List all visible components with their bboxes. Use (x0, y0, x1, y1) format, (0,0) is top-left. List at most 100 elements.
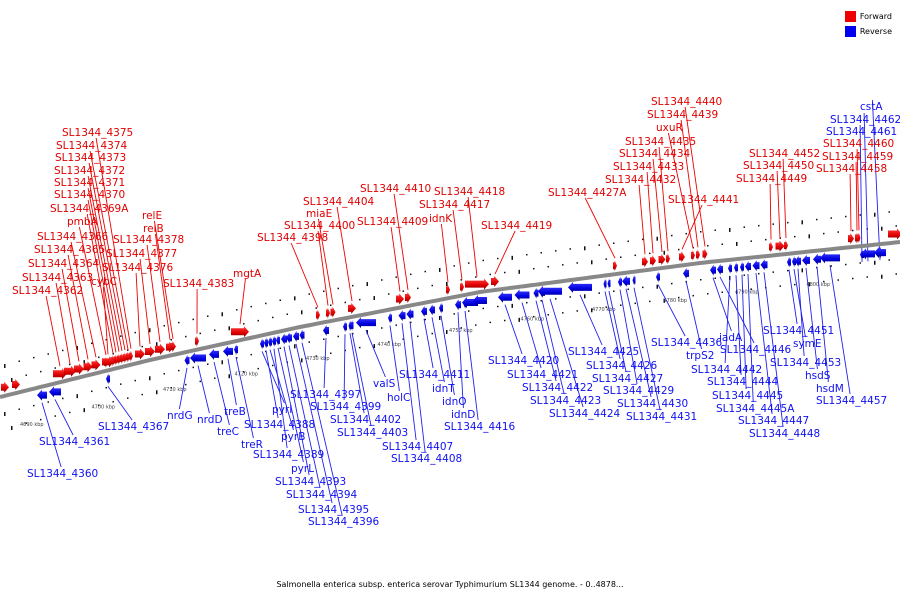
reverse-gene-label[interactable]: pyrB (281, 431, 305, 443)
forward-gene-label[interactable]: SL1344_4370 (54, 189, 125, 201)
forward-gene[interactable] (775, 240, 785, 252)
forward-gene[interactable] (658, 254, 666, 266)
reverse-gene-label[interactable]: SL1344_4423 (530, 395, 601, 407)
reverse-gene[interactable] (234, 344, 238, 356)
forward-gene[interactable] (613, 260, 617, 272)
reverse-gene[interactable] (343, 321, 347, 333)
reverse-gene[interactable] (406, 308, 414, 320)
forward-gene-label[interactable]: SL1344_4458 (816, 163, 887, 175)
reverse-gene[interactable] (323, 324, 329, 336)
forward-gene[interactable] (784, 239, 788, 251)
reverse-gene-label[interactable]: SL1344_4388 (244, 419, 315, 431)
forward-gene[interactable] (855, 232, 859, 244)
reverse-gene[interactable] (429, 304, 435, 316)
forward-gene-label[interactable]: SL1344_4364 (28, 258, 100, 270)
reverse-gene[interactable] (568, 281, 592, 293)
forward-gene[interactable] (460, 281, 464, 293)
reverse-gene[interactable] (861, 248, 875, 260)
forward-gene[interactable] (857, 232, 861, 244)
reverse-gene-label[interactable]: idnD (451, 409, 475, 421)
reverse-gene-label[interactable]: SL1344_4430 (617, 398, 688, 410)
reverse-gene[interactable] (106, 373, 110, 385)
reverse-gene-label[interactable]: SL1344_4399 (310, 401, 381, 413)
reverse-gene[interactable] (190, 352, 206, 364)
forward-gene[interactable] (316, 309, 320, 321)
forward-gene[interactable] (129, 350, 133, 362)
reverse-gene[interactable] (281, 333, 287, 345)
reverse-gene[interactable] (802, 254, 810, 266)
reverse-gene[interactable] (740, 261, 744, 273)
reverse-gene-label[interactable]: SL1344_4394 (286, 489, 358, 501)
reverse-gene[interactable] (760, 259, 768, 271)
reverse-gene[interactable] (734, 262, 738, 274)
forward-gene-label[interactable]: SL1344_4409 (357, 216, 428, 228)
reverse-gene-label[interactable]: SL1344_4444 (707, 376, 779, 388)
forward-gene-label[interactable]: SL1344_4404 (303, 196, 375, 208)
forward-gene[interactable] (195, 335, 199, 347)
forward-gene-label[interactable]: relB (143, 223, 164, 235)
forward-gene[interactable] (123, 352, 127, 364)
reverse-gene-label[interactable]: symE (793, 338, 822, 350)
reverse-gene-label[interactable]: cstA (860, 101, 883, 113)
forward-gene-label[interactable]: SL1344_4432 (605, 174, 676, 186)
forward-gene-label[interactable]: SL1344_4449 (736, 173, 807, 185)
forward-gene-label[interactable]: SL1344_4378 (113, 234, 184, 246)
reverse-gene-label[interactable]: SL1344_4427 (592, 373, 663, 385)
reverse-gene-label[interactable]: idnT (432, 383, 455, 395)
forward-gene-label[interactable]: SL1344_4460 (823, 138, 894, 150)
forward-gene-label[interactable]: cybC (91, 276, 117, 288)
reverse-gene-label[interactable]: SL1344_4367 (98, 421, 169, 433)
forward-gene[interactable] (702, 248, 708, 260)
reverse-gene-label[interactable]: SL1344_4422 (522, 382, 593, 394)
reverse-gene-label[interactable]: hsdS (805, 370, 831, 382)
forward-gene[interactable] (114, 354, 118, 366)
forward-gene-label[interactable]: relE (142, 210, 162, 222)
reverse-gene[interactable] (350, 319, 354, 331)
reverse-gene[interactable] (820, 252, 840, 264)
reverse-gene-label[interactable]: SL1344_4402 (330, 414, 401, 426)
forward-gene-label[interactable]: SL1344_4369A (50, 203, 129, 215)
forward-gene-label[interactable]: SL1344_4383 (163, 278, 234, 290)
forward-gene[interactable] (91, 359, 101, 371)
forward-gene-label[interactable]: SL1344_4419 (481, 220, 552, 232)
reverse-gene-label[interactable]: SL1344_4442 (691, 364, 762, 376)
forward-gene[interactable] (491, 276, 499, 288)
forward-gene[interactable] (155, 343, 165, 355)
forward-gene[interactable] (120, 352, 124, 364)
forward-gene[interactable] (126, 351, 130, 363)
forward-gene[interactable] (691, 249, 695, 261)
reverse-gene-label[interactable]: trpS2 (686, 350, 714, 362)
reverse-gene-label[interactable]: SL1344_4397 (290, 389, 361, 401)
reverse-gene-label[interactable]: SL1344_4411 (399, 369, 470, 381)
reverse-gene[interactable] (603, 278, 607, 290)
forward-gene-label[interactable]: SL1344_4452 (749, 148, 820, 160)
reverse-gene-label[interactable]: SL1344_4396 (308, 516, 380, 528)
forward-gene[interactable] (465, 278, 489, 290)
forward-gene-label[interactable]: SL1344_4371 (54, 177, 125, 189)
reverse-gene-label[interactable]: SL1344_4395 (298, 504, 369, 516)
forward-gene[interactable] (74, 363, 84, 375)
reverse-gene[interactable] (498, 291, 512, 303)
forward-gene-label[interactable]: pmbA (67, 216, 99, 228)
forward-gene-label[interactable]: SL1344_4362 (12, 285, 83, 297)
forward-gene-label[interactable]: SL1344_4366 (37, 231, 109, 243)
forward-gene[interactable] (231, 326, 249, 338)
reverse-gene[interactable] (348, 320, 352, 332)
reverse-gene-label[interactable]: SL1344_4420 (488, 355, 559, 367)
reverse-gene[interactable] (293, 330, 299, 342)
forward-gene-label[interactable]: SL1344_4377 (106, 248, 177, 260)
forward-gene-label[interactable]: SL1344_4433 (613, 161, 684, 173)
reverse-gene[interactable] (398, 310, 406, 322)
forward-gene-label[interactable]: SL1344_4427A (548, 187, 627, 199)
reverse-gene-label[interactable]: SL1344_4461 (826, 126, 897, 138)
forward-gene-label[interactable]: SL1344_4375 (62, 127, 133, 139)
reverse-gene-label[interactable]: SL1344_4448 (749, 428, 820, 440)
reverse-gene[interactable] (421, 305, 427, 317)
reverse-gene-label[interactable]: SL1344_4451 (763, 325, 834, 337)
forward-gene[interactable] (64, 365, 76, 377)
forward-gene[interactable] (348, 302, 356, 314)
reverse-gene-label[interactable]: SL1344_4431 (626, 411, 697, 423)
forward-gene-label[interactable]: uxuR (656, 122, 683, 134)
forward-gene-label[interactable]: SL1344_4440 (651, 96, 722, 108)
forward-gene-label[interactable]: SL1344_4439 (647, 109, 718, 121)
